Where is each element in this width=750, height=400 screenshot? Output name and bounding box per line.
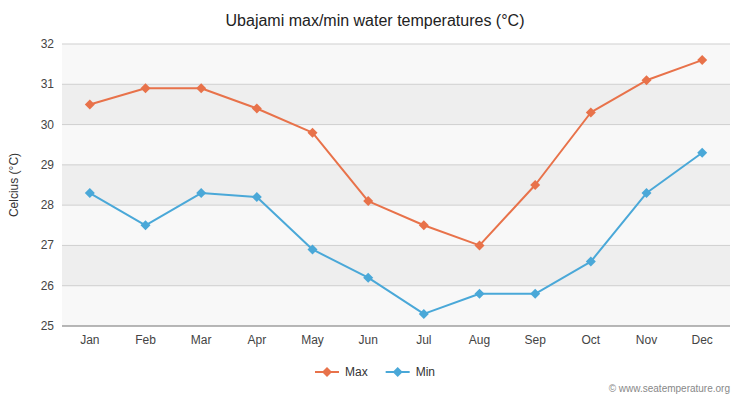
chart: Ubajami max/min water temperatures (°C) 2…: [0, 0, 750, 400]
grid-line: [62, 124, 730, 125]
x-tick-label: Nov: [636, 333, 657, 347]
grid-line: [62, 44, 730, 45]
point: [697, 55, 707, 65]
grid-line: [62, 285, 730, 286]
series-line: [90, 60, 702, 245]
x-tick-label: Sep: [524, 333, 546, 347]
title: Ubajami max/min water temperatures (°C): [226, 12, 525, 29]
point: [475, 240, 485, 250]
point: [85, 188, 95, 198]
grid-line: [62, 205, 730, 206]
point: [530, 289, 540, 299]
annotation: © www.seatemperature.org: [609, 383, 730, 394]
x-tick-label: Jan: [80, 333, 99, 347]
x-tick-label: Apr: [247, 333, 266, 347]
band: [62, 165, 730, 205]
point: [530, 180, 540, 190]
x-tick-label: Dec: [691, 333, 712, 347]
point: [586, 257, 596, 267]
y-axis-label: Celcius (°C): [7, 153, 21, 217]
y-tick-label: 32: [41, 37, 55, 51]
grid-line: [62, 84, 730, 85]
point: [419, 220, 429, 230]
point: [196, 83, 206, 93]
point: [141, 220, 151, 230]
band: [62, 245, 730, 285]
series-line: [90, 153, 702, 314]
legend-marker: [393, 367, 403, 377]
y-tick-label: 31: [41, 77, 55, 91]
grid-line: [62, 326, 730, 327]
x-tick-label: Jun: [358, 333, 377, 347]
chart-container: Ubajami max/min water temperatures (°C) 2…: [0, 0, 750, 400]
y-tick-label: 30: [41, 118, 55, 132]
y-tick-label: 29: [41, 158, 55, 172]
grid-line: [62, 245, 730, 246]
band: [62, 205, 730, 245]
x-tick-label: Jul: [416, 333, 431, 347]
x-tick-label: Feb: [135, 333, 156, 347]
point: [252, 192, 262, 202]
grid-line: [62, 164, 730, 165]
legend-label: Max: [345, 365, 368, 379]
x-tick-label: Oct: [581, 333, 600, 347]
plot-area: [85, 55, 707, 319]
background: [0, 0, 750, 400]
point: [642, 75, 652, 85]
y-tick-label: 26: [41, 279, 55, 293]
band: [62, 125, 730, 165]
band: [62, 44, 730, 84]
point: [141, 83, 151, 93]
x-tick-label: Mar: [191, 333, 212, 347]
point: [642, 188, 652, 198]
point: [419, 309, 429, 319]
band: [62, 286, 730, 326]
point: [697, 148, 707, 158]
y-tick-label: 27: [41, 238, 55, 252]
y-tick-label: 28: [41, 198, 55, 212]
x-axis-line: [62, 325, 730, 326]
point: [308, 244, 318, 254]
point: [308, 128, 318, 138]
legend: Max Min: [315, 365, 435, 379]
point: [196, 188, 206, 198]
legend-label: Min: [416, 365, 435, 379]
x-tick-label: May: [301, 333, 324, 347]
point: [252, 103, 262, 113]
y-tick-label: 25: [41, 319, 55, 333]
point: [475, 289, 485, 299]
legend-marker: [322, 367, 332, 377]
legend-item: Max: [315, 365, 368, 379]
point: [363, 273, 373, 283]
point: [85, 99, 95, 109]
x-tick-label: Aug: [469, 333, 490, 347]
point: [586, 107, 596, 117]
legend-item: Min: [386, 365, 435, 379]
point: [363, 196, 373, 206]
